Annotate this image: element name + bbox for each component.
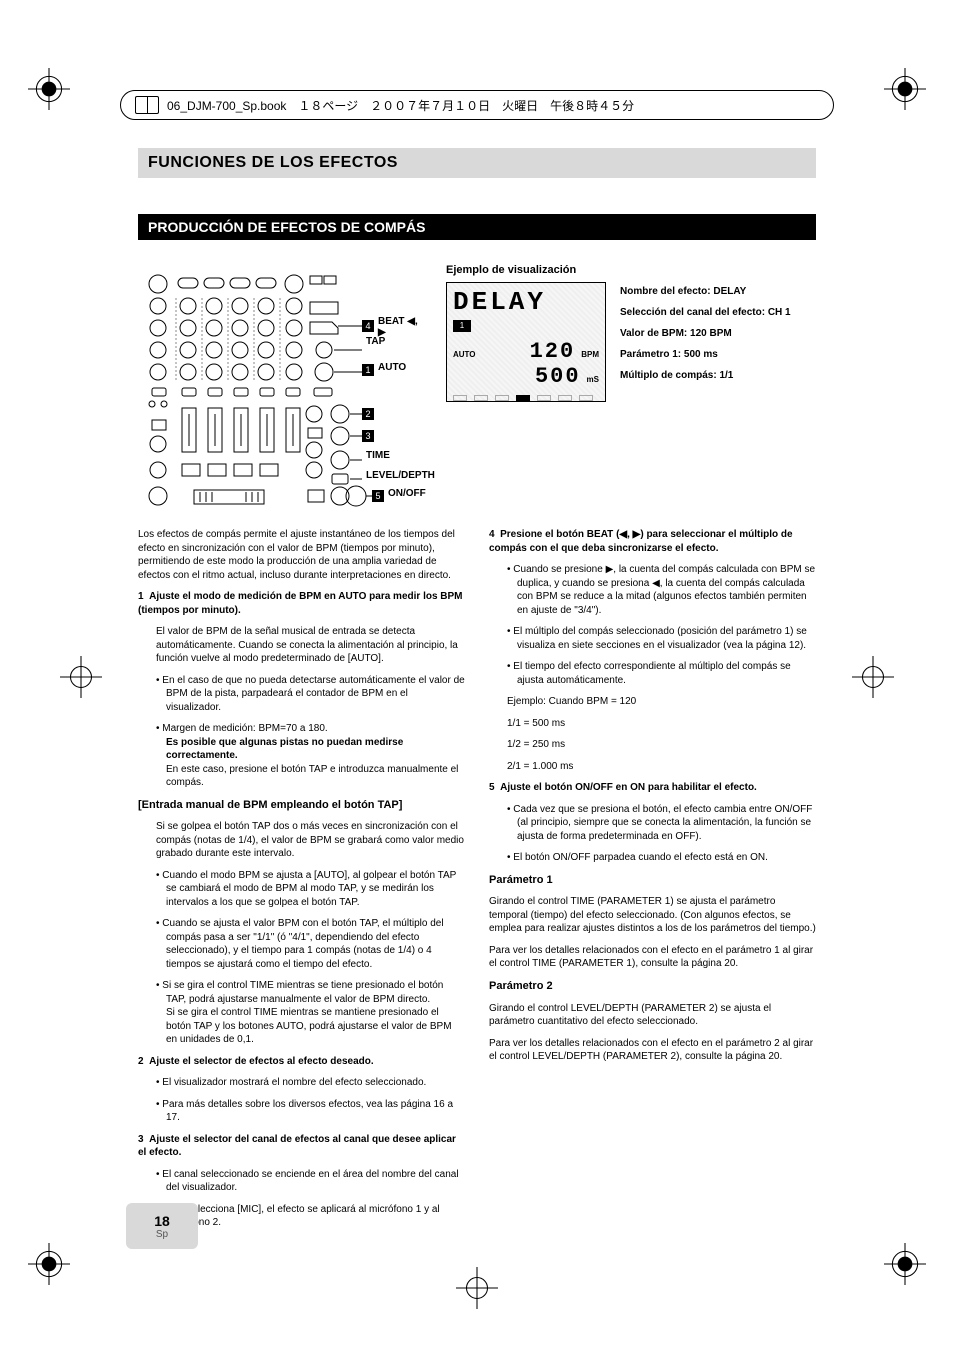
svg-text:2: 2 (365, 409, 370, 419)
param2-heading: Parámetro 2 (489, 979, 816, 994)
step1-bullet1: En el caso de que no pueda detectarse au… (156, 674, 465, 715)
intro-paragraph: Los efectos de compás permite el ajuste … (138, 528, 465, 582)
step1-bullet2b: Es posible que algunas pistas no puedan … (166, 737, 403, 762)
registration-mark-icon (28, 1243, 70, 1285)
svg-text:3: 3 (365, 431, 370, 441)
svg-text:1: 1 (365, 365, 370, 375)
lcd-ms-label: mS (587, 375, 599, 384)
step1-bullet2c: En este caso, presione el botón TAP e in… (166, 764, 458, 789)
step3-title: Ajuste el selector del canal de efectos … (138, 1134, 456, 1159)
param2-p1: Girando el control LEVEL/DEPTH (PARAMETE… (489, 1002, 816, 1029)
tap-heading: [Entrada manual de BPM empleando el botó… (138, 798, 465, 813)
param1-p2: Para ver los detalles relacionados con e… (489, 944, 816, 971)
tap-b3a: Si se gira el control TIME mientras se t… (162, 980, 443, 1005)
step4-b1: Cuando se presione ▶, la cuenta del comp… (507, 563, 816, 617)
lcd-beat-bars (453, 395, 599, 401)
param1-heading: Parámetro 1 (489, 873, 816, 888)
book-icon (135, 96, 159, 114)
registration-mark-icon (884, 1243, 926, 1285)
page-lang: Sp (156, 1229, 168, 1240)
tap-b2: Cuando se ajusta el valor BPM con el bot… (156, 917, 465, 971)
sub-heading: PRODUCCIÓN DE EFECTOS DE COMPÁS (138, 214, 816, 240)
lcd-screen: DELAY 1 AUTO 120 BPM 500 mS (446, 282, 606, 402)
display-label-name: Nombre del efecto: DELAY (620, 286, 791, 297)
callout-auto: AUTO (378, 362, 406, 373)
svg-text:5: 5 (375, 491, 380, 501)
callout-tap: TAP (366, 336, 385, 347)
step4-ex1: 1/1 = 500 ms (507, 717, 816, 731)
step4-title: Presione el botón BEAT (◀, ▶) para selec… (489, 529, 793, 554)
step5-b1: Cada vez que se presiona el botón, el ef… (507, 803, 816, 844)
mixer-diagram: 4 1 2 3 5 BEAT ◀, ▶ TAP AUTO TIME LEVEL/… (138, 264, 418, 514)
page-number: 18 (154, 1213, 170, 1229)
step4-b2: El múltiplo del compás seleccionado (pos… (507, 625, 816, 652)
tap-b3b: Si se gira el control TIME mientras se m… (166, 1007, 452, 1045)
callout-time: TIME (366, 450, 390, 461)
print-header-text: 06_DJM-700_Sp.book １８ページ ２００７年７月１０日 火曜日 … (167, 97, 634, 114)
step3-b2: Si se selecciona [MIC], el efecto se apl… (156, 1203, 465, 1230)
step1-bullet2a: Margen de medición: BPM=70 a 180. (162, 723, 327, 734)
display-label-mult: Múltiplo de compás: 1/1 (620, 370, 791, 381)
step5-title: Ajuste el botón ON/OFF en ON para habili… (500, 782, 757, 793)
page-number-box: 18 Sp (126, 1203, 198, 1249)
left-column: Los efectos de compás permite el ajuste … (138, 528, 465, 1238)
display-title: Ejemplo de visualización (446, 264, 816, 276)
step4-ex: Ejemplo: Cuando BPM = 120 (507, 695, 816, 709)
registration-mark-icon (456, 1267, 498, 1309)
step1-body: El valor de BPM de la señal musical de e… (156, 625, 465, 666)
registration-mark-icon (884, 68, 926, 110)
tap-b1: Cuando el modo BPM se ajusta a [AUTO], a… (156, 869, 465, 910)
registration-mark-icon (60, 656, 102, 698)
step4-ex3: 2/1 = 1.000 ms (507, 760, 816, 774)
callout-leveldepth: LEVEL/DEPTH (366, 470, 435, 481)
param1-p1: Girando el control TIME (PARAMETER 1) se… (489, 895, 816, 936)
lcd-auto: AUTO (453, 350, 476, 359)
registration-mark-icon (28, 68, 70, 110)
lcd-effect-name: DELAY (453, 289, 599, 315)
step5-b2: El botón ON/OFF parpadea cuando el efect… (507, 851, 816, 865)
lcd-bpm-label: BPM (581, 350, 599, 359)
print-header: 06_DJM-700_Sp.book １８ページ ２００７年７月１０日 火曜日 … (120, 90, 834, 120)
callout-onoff: ON/OFF (388, 488, 426, 499)
display-label-param1: Parámetro 1: 500 ms (620, 349, 791, 360)
lcd-bpm-value: 120 (530, 339, 576, 364)
step1-title: Ajuste el modo de medición de BPM en AUT… (138, 591, 463, 616)
lcd-ms-value: 500 (535, 364, 581, 389)
step4-b3: El tiempo del efecto correspondiente al … (507, 660, 816, 687)
lcd-channel: 1 (453, 320, 471, 332)
section-heading: FUNCIONES DE LOS EFECTOS (138, 148, 816, 178)
display-example: Ejemplo de visualización DELAY 1 AUTO 12… (446, 264, 816, 514)
display-label-bpm: Valor de BPM: 120 BPM (620, 328, 791, 339)
step2-b2: Para más detalles sobre los diversos efe… (156, 1098, 465, 1125)
step3-b1: El canal seleccionado se enciende en el … (156, 1168, 465, 1195)
registration-mark-icon (852, 656, 894, 698)
step2-b1: El visualizador mostrará el nombre del e… (156, 1076, 465, 1090)
step2-title: Ajuste el selector de efectos al efecto … (149, 1056, 374, 1067)
tap-body: Si se golpea el botón TAP dos o más vece… (156, 820, 465, 861)
step4-ex2: 1/2 = 250 ms (507, 738, 816, 752)
right-column: 4 Presione el botón BEAT (◀, ▶) para sel… (489, 528, 816, 1238)
svg-text:4: 4 (365, 321, 370, 331)
display-label-channel: Selección del canal del efecto: CH 1 (620, 307, 791, 318)
callout-beat: BEAT ◀, ▶ (378, 316, 418, 338)
param2-p2: Para ver los detalles relacionados con e… (489, 1037, 816, 1064)
